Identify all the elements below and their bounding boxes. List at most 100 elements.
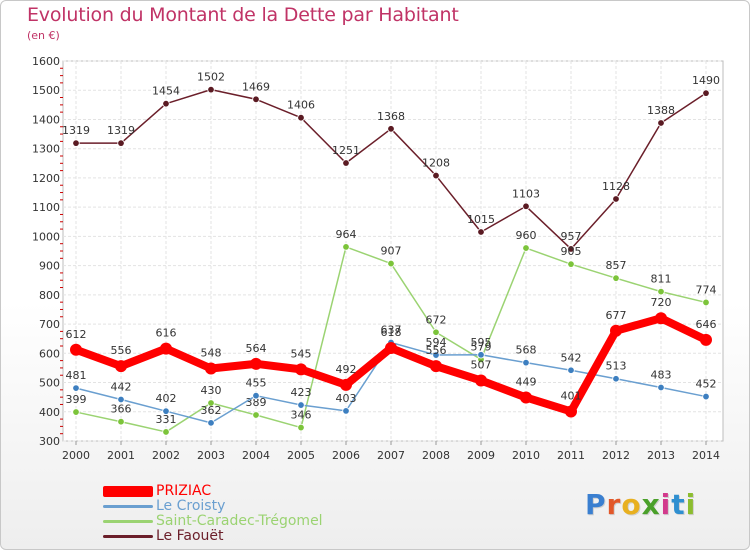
data-label-le-croisty: 594 bbox=[426, 336, 447, 349]
data-label-saint-caradec-tregomel: 774 bbox=[696, 283, 717, 296]
data-label-priziac: 646 bbox=[696, 318, 717, 331]
y-tick-label: 500 bbox=[39, 377, 60, 390]
data-label-le-croisty: 362 bbox=[201, 404, 222, 417]
data-label-le-croisty: 403 bbox=[336, 392, 357, 405]
data-point-priziac bbox=[610, 324, 622, 337]
legend-item: Le Croisty bbox=[103, 499, 323, 514]
data-point-le-faouet bbox=[117, 139, 125, 147]
data-label-le-croisty: 595 bbox=[471, 336, 492, 349]
data-label-priziac: 401 bbox=[561, 389, 582, 402]
data-point-le-faouet bbox=[387, 125, 395, 133]
data-label-saint-caradec-tregomel: 366 bbox=[111, 403, 132, 416]
x-tick-label: 2002 bbox=[152, 449, 180, 462]
data-point-le-faouet bbox=[432, 171, 440, 180]
data-point-le-croisty bbox=[297, 401, 305, 409]
data-label-le-faouet: 1368 bbox=[377, 110, 405, 123]
data-point-priziac bbox=[340, 378, 352, 391]
data-point-le-croisty bbox=[567, 366, 575, 374]
logo-letter: i bbox=[685, 488, 697, 521]
data-point-le-croisty bbox=[477, 351, 485, 359]
data-label-le-croisty: 483 bbox=[651, 369, 672, 382]
data-point-saint-caradec-tregomel bbox=[117, 418, 125, 426]
data-label-priziac: 564 bbox=[246, 342, 267, 355]
data-label-le-faouet: 1490 bbox=[692, 74, 720, 87]
data-point-priziac bbox=[655, 312, 667, 325]
x-tick-label: 2011 bbox=[557, 449, 585, 462]
data-label-saint-caradec-tregomel: 579 bbox=[471, 340, 492, 353]
data-label-priziac: 449 bbox=[516, 375, 537, 388]
chart-title: Evolution du Montant de la Dette par Hab… bbox=[27, 4, 459, 26]
data-point-le-faouet bbox=[702, 89, 710, 97]
data-point-saint-caradec-tregomel bbox=[297, 423, 305, 432]
data-point-priziac bbox=[160, 342, 172, 355]
data-point-le-faouet bbox=[72, 139, 80, 147]
data-point-le-croisty bbox=[162, 407, 170, 415]
data-point-le-faouet bbox=[342, 159, 350, 167]
data-label-le-croisty: 513 bbox=[606, 360, 627, 373]
data-label-le-croisty: 402 bbox=[156, 392, 177, 405]
y-tick-label: 700 bbox=[39, 318, 60, 331]
data-label-le-croisty: 542 bbox=[561, 351, 582, 364]
legend-swatch bbox=[103, 486, 153, 497]
data-label-le-faouet: 1103 bbox=[512, 187, 540, 200]
data-label-saint-caradec-tregomel: 430 bbox=[201, 384, 222, 397]
x-tick-label: 2012 bbox=[602, 449, 630, 462]
data-label-priziac: 616 bbox=[156, 327, 177, 340]
data-label-le-faouet: 1015 bbox=[467, 213, 495, 226]
legend-item: Saint-Caradec-Trégomel bbox=[103, 514, 323, 529]
proxiti-logo: Proxiti bbox=[585, 488, 696, 521]
data-point-le-croisty bbox=[117, 395, 125, 404]
data-point-saint-caradec-tregomel bbox=[72, 408, 80, 416]
data-label-saint-caradec-tregomel: 964 bbox=[336, 228, 357, 241]
data-label-le-croisty: 481 bbox=[66, 369, 87, 382]
data-point-saint-caradec-tregomel bbox=[657, 287, 665, 296]
y-tick-label: 800 bbox=[39, 289, 60, 302]
x-tick-label: 2008 bbox=[422, 449, 450, 462]
data-label-saint-caradec-tregomel: 857 bbox=[606, 259, 627, 272]
y-tick-label: 1200 bbox=[32, 172, 60, 185]
y-tick-label: 400 bbox=[39, 406, 60, 419]
data-point-le-faouet bbox=[567, 245, 575, 253]
data-point-le-faouet bbox=[207, 85, 215, 94]
data-point-le-faouet bbox=[252, 95, 260, 103]
data-point-priziac bbox=[520, 391, 532, 404]
chart-subtitle: (en €) bbox=[27, 29, 60, 42]
legend: PRIZIAC Le Croisty Saint-Caradec-Trégomel L… bbox=[103, 484, 323, 544]
data-point-le-croisty bbox=[342, 407, 350, 415]
data-label-saint-caradec-tregomel: 346 bbox=[291, 409, 312, 422]
data-label-saint-caradec-tregomel: 907 bbox=[381, 245, 402, 258]
data-label-saint-caradec-tregomel: 331 bbox=[156, 413, 177, 426]
logo-letter: P bbox=[585, 488, 607, 521]
data-point-le-faouet bbox=[297, 114, 305, 122]
x-tick-label: 2009 bbox=[467, 449, 495, 462]
y-tick-label: 1300 bbox=[32, 143, 60, 156]
legend-swatch bbox=[103, 505, 153, 508]
data-label-le-croisty: 455 bbox=[246, 377, 267, 390]
data-point-le-faouet bbox=[162, 99, 170, 108]
data-point-priziac bbox=[205, 362, 217, 375]
x-tick-label: 2014 bbox=[692, 449, 720, 462]
legend-swatch bbox=[103, 535, 153, 538]
logo-letter: o bbox=[621, 488, 642, 521]
data-point-priziac bbox=[700, 333, 712, 346]
data-point-saint-caradec-tregomel bbox=[702, 298, 710, 307]
x-tick-label: 2004 bbox=[242, 449, 270, 462]
data-label-priziac: 612 bbox=[66, 328, 87, 341]
data-label-le-faouet: 1502 bbox=[197, 71, 225, 84]
y-tick-label: 1400 bbox=[32, 113, 60, 126]
data-label-priziac: 556 bbox=[111, 344, 132, 357]
data-point-le-croisty bbox=[612, 375, 620, 383]
data-label-saint-caradec-tregomel: 960 bbox=[516, 229, 537, 242]
data-point-saint-caradec-tregomel bbox=[567, 260, 575, 268]
legend-item: PRIZIAC bbox=[103, 484, 323, 499]
data-label-priziac: 720 bbox=[651, 296, 672, 309]
legend-label: PRIZIAC bbox=[156, 483, 212, 499]
data-point-priziac bbox=[115, 360, 127, 373]
y-tick-label: 900 bbox=[39, 260, 60, 273]
x-tick-label: 2000 bbox=[62, 449, 90, 462]
x-tick-label: 2010 bbox=[512, 449, 540, 462]
data-label-le-faouet: 1454 bbox=[152, 85, 180, 98]
legend-swatch bbox=[103, 520, 153, 523]
